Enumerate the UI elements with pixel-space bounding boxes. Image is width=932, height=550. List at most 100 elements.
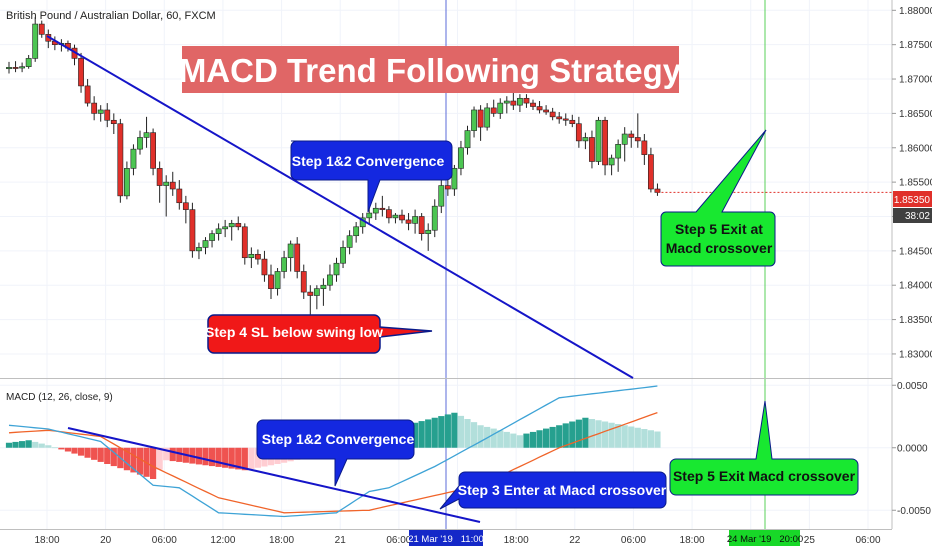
candle-bullish xyxy=(287,243,294,259)
callout-exit-bottom-text: Step 5 Exit Macd crossover xyxy=(673,468,856,484)
callout-sl-text: Step 4 SL below swing low xyxy=(205,324,383,340)
candle-bearish xyxy=(307,291,314,296)
macd-signal-line xyxy=(8,411,658,514)
candle-bearish xyxy=(543,109,549,113)
macd-histogram-bar xyxy=(130,447,137,473)
macd-trendline xyxy=(67,427,481,523)
macd-axis-ticks: 0.0050 0.0000 -0.0050 xyxy=(892,381,931,517)
candle-bearish xyxy=(156,168,163,186)
macd-histogram-bar xyxy=(150,447,157,479)
candle-bullish xyxy=(327,274,333,286)
macd-histogram-bar xyxy=(451,412,458,448)
candle-bearish xyxy=(575,123,582,142)
candle-bearish xyxy=(78,58,84,87)
macd-histogram-bar xyxy=(19,441,26,448)
candle-bearish xyxy=(589,137,595,162)
time-tick-label: 18:00 xyxy=(504,535,529,546)
countdown-badge xyxy=(893,208,932,223)
symbol-title: British Pound / Australian Dollar, 60, F… xyxy=(6,10,216,22)
candle-bullish xyxy=(6,67,12,70)
macd-histogram-bar xyxy=(621,425,628,448)
candle-bearish xyxy=(268,274,274,289)
macd-histogram-bar xyxy=(647,430,654,448)
macd-label: MACD (12, 26, close, 9) xyxy=(6,392,113,403)
candle-bullish xyxy=(392,214,399,219)
macd-histogram-bar xyxy=(254,447,261,468)
candle-bearish xyxy=(189,209,196,252)
callout-convergence-bottom-text: Step 1&2 Convergence xyxy=(262,431,415,447)
candle-bullish xyxy=(372,207,379,214)
candle-bearish xyxy=(641,140,648,155)
candle-bearish xyxy=(150,132,156,169)
macd-histogram-bar xyxy=(195,447,203,465)
candle-bearish xyxy=(12,67,19,69)
price-trendline xyxy=(46,35,634,379)
macd-histogram-bar xyxy=(104,447,111,464)
macd-histogram-bar xyxy=(169,447,176,462)
macd-histogram-bar xyxy=(575,419,582,448)
macd-histogram-bar xyxy=(91,447,98,460)
price-tick-label: 1.88000 xyxy=(899,6,932,17)
candle-bearish xyxy=(634,137,641,142)
candle-bearish xyxy=(261,258,268,276)
macd-histogram-bar xyxy=(569,421,576,448)
candle-bullish xyxy=(431,205,438,231)
candle-bearish xyxy=(294,243,301,272)
candle-bearish xyxy=(569,119,576,125)
candle-bearish xyxy=(399,214,405,221)
time-tick-label: 25 xyxy=(804,535,816,546)
candle-bearish xyxy=(556,116,563,120)
candle-bearish xyxy=(91,102,98,114)
macd-histogram-bar xyxy=(176,447,183,462)
time-tick-label: 18:00 xyxy=(269,535,294,546)
candle-bearish xyxy=(490,107,497,114)
macd-histogram-bar xyxy=(235,447,242,470)
time-tick-label: 06:00 xyxy=(621,535,646,546)
candle-bullish xyxy=(320,284,327,289)
last-price-label: 1.85350 xyxy=(894,195,931,206)
price-tick-label: 1.83500 xyxy=(899,315,932,326)
candle-bullish xyxy=(196,247,202,252)
macd-histogram-bar xyxy=(536,430,543,448)
macd-histogram-bar xyxy=(58,447,65,450)
candle-bearish xyxy=(300,271,307,293)
macd-histogram-bar xyxy=(5,442,13,448)
candle-bearish xyxy=(255,253,261,260)
candle-bullish xyxy=(425,229,432,234)
candle-bullish xyxy=(137,137,143,150)
macd-histogram-bar xyxy=(543,428,550,448)
macd-histogram-bar xyxy=(510,433,517,448)
candle-bearish xyxy=(241,226,248,259)
price-tick-label: 1.87000 xyxy=(899,75,932,86)
price-tick-label: 1.86000 xyxy=(899,143,932,154)
headline-banner xyxy=(182,46,679,93)
candle-bullish xyxy=(313,288,320,296)
price-tick-label: 1.87500 xyxy=(899,40,932,51)
macd-histogram-bar xyxy=(418,421,425,448)
candle-bullish xyxy=(25,58,32,67)
time-tick-label: 18:00 xyxy=(34,535,59,546)
macd-histogram-bar xyxy=(608,422,615,448)
headline-title: MACD Trend Following Strategy xyxy=(179,52,682,89)
macd-histogram-bar xyxy=(32,441,39,448)
macd-histogram-bar xyxy=(470,422,478,448)
candle-bearish xyxy=(182,202,189,210)
macd-histogram-bar xyxy=(241,447,248,471)
candle-bearish xyxy=(405,219,412,224)
candle-bearish xyxy=(235,223,242,228)
candle-bearish xyxy=(549,111,556,118)
candle-bullish xyxy=(130,148,137,169)
macd-histogram-bar xyxy=(438,416,445,448)
macd-histogram-bar xyxy=(523,433,530,448)
callout-exit-top-line1: Step 5 Exit at xyxy=(675,221,763,237)
price-tick-label: 1.84000 xyxy=(899,281,932,292)
last-price-badge xyxy=(893,191,932,207)
callout-exit-bottom: Step 5 Exit Macd crossover xyxy=(669,400,859,496)
candle-bullish xyxy=(366,212,373,219)
macd-histogram-bar xyxy=(490,428,497,448)
candle-bullish xyxy=(202,240,209,248)
macd-histogram-bar xyxy=(582,417,589,448)
time-tick-label: 18:00 xyxy=(680,535,705,546)
macd-tick-label: -0.0050 xyxy=(897,506,931,517)
